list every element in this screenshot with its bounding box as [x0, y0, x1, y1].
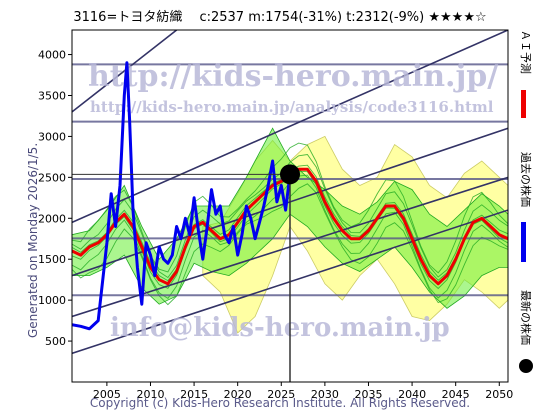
x-axis: 2005 2010 2015 2020 2025 2030 2035 2040 2045 2050 — [93, 382, 513, 401]
watermark-url: http://kids-hero.main.jp/ — [88, 59, 498, 94]
legend-ai-forecast: ＡＩ予測 — [519, 30, 533, 74]
watermark-analysis: http://kids-hero.main.jp/analysis/code31… — [90, 98, 494, 116]
trend-line-3 — [72, 30, 508, 224]
legend-ai-forecast-swatch — [521, 90, 526, 118]
y-tick-label: 1500 — [38, 253, 66, 266]
legend-latest-price: 最新の株価 — [519, 290, 533, 345]
y-tick-label: 1000 — [38, 294, 66, 307]
y-axis: 500 1000 1500 2000 2500 3000 3500 4000 — [38, 49, 72, 348]
generated-note: Generated on Monday 2026/1/5. — [8, 48, 40, 338]
y-tick-label: 2000 — [38, 212, 66, 225]
x-tick-label: 2015 — [180, 388, 208, 401]
legend-latest-price-dot — [519, 359, 533, 373]
copyright: Copyright (c) Kids-Hero Research Institu… — [89, 396, 471, 410]
trend-line-4 — [72, 30, 178, 113]
y-tick-label: 2500 — [38, 171, 66, 184]
y-tick-label: 4000 — [38, 49, 66, 62]
band-line-4 — [72, 154, 508, 279]
legend-past-price-swatch — [521, 222, 526, 262]
plot-frame — [71, 29, 509, 383]
legend-past-price: 過去の株価 — [519, 152, 533, 207]
x-tick-label: 2045 — [442, 388, 470, 401]
generated-text: Generated on Monday 2026/1/5. — [26, 142, 40, 338]
x-tick-label: 2035 — [354, 388, 382, 401]
x-tick-label: 2050 — [485, 388, 513, 401]
band-line-5 — [72, 142, 508, 274]
x-tick-label: 2025 — [267, 388, 295, 401]
y-tick-label: 3500 — [38, 89, 66, 102]
watermark-email: info@kids-hero.main.jp — [110, 313, 450, 343]
legend: ＡＩ予測 過去の株価 最新の株価 — [519, 30, 533, 373]
x-tick-label: 2005 — [93, 388, 121, 401]
series-past-price — [72, 61, 292, 331]
x-tick-label: 2030 — [311, 388, 339, 401]
chart-title: 3116=トヨタ紡織 c:2537 m:1754(-31%) t:2312(-9… — [73, 10, 487, 25]
latest-price-marker — [280, 164, 300, 185]
x-tick-label: 2040 — [398, 388, 426, 401]
x-tick-label: 2010 — [136, 388, 164, 401]
y-tick-label: 3000 — [38, 130, 66, 143]
y-tick-label: 500 — [45, 335, 66, 348]
x-tick-label: 2020 — [224, 388, 252, 401]
